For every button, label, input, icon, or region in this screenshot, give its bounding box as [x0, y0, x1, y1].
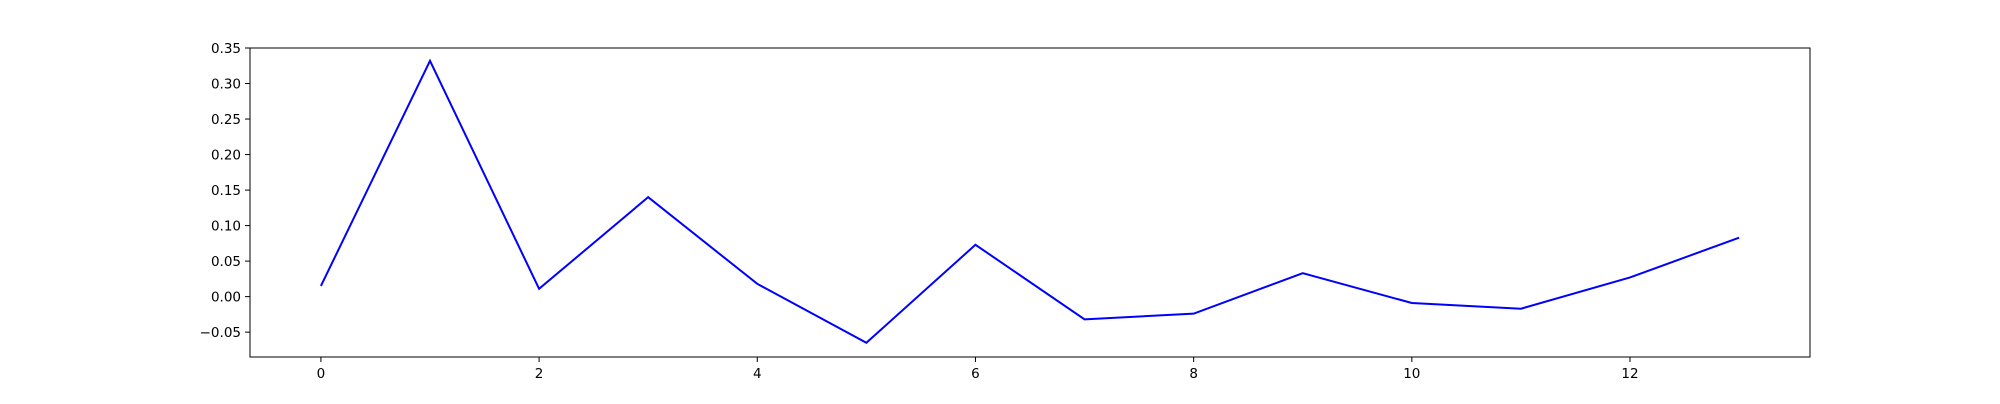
y-tick-label: 0.05 [211, 254, 241, 270]
y-tick-label: 0.30 [211, 77, 241, 93]
x-tick-label: 8 [1189, 366, 1198, 382]
y-tick-label: 0.35 [211, 41, 241, 57]
y-tick-label: 0.20 [211, 148, 241, 164]
y-tick-label: 0.00 [211, 290, 241, 306]
y-tick-label: −0.05 [200, 325, 241, 341]
x-tick-label: 10 [1403, 366, 1420, 382]
y-tick-label: 0.15 [211, 183, 241, 199]
x-tick-label: 12 [1621, 366, 1638, 382]
plot-area-frame [249, 47, 1811, 358]
series-line-0 [320, 58, 1740, 345]
y-tick-label: 0.25 [211, 112, 241, 128]
x-tick-label: 2 [535, 366, 544, 382]
series-layer [320, 58, 1740, 345]
x-tick-label: 6 [971, 366, 980, 382]
x-tick-label: 4 [753, 366, 762, 382]
plot-border [249, 47, 1811, 358]
y-axis: −0.05 0.00 0.05 0.10 0.15 0.20 0.25 0.30 0.35 [200, 41, 250, 341]
x-axis: 0 2 4 6 8 10 12 [317, 357, 1639, 382]
y-tick-label: 0.10 [211, 219, 241, 235]
x-tick-label: 0 [317, 366, 326, 382]
